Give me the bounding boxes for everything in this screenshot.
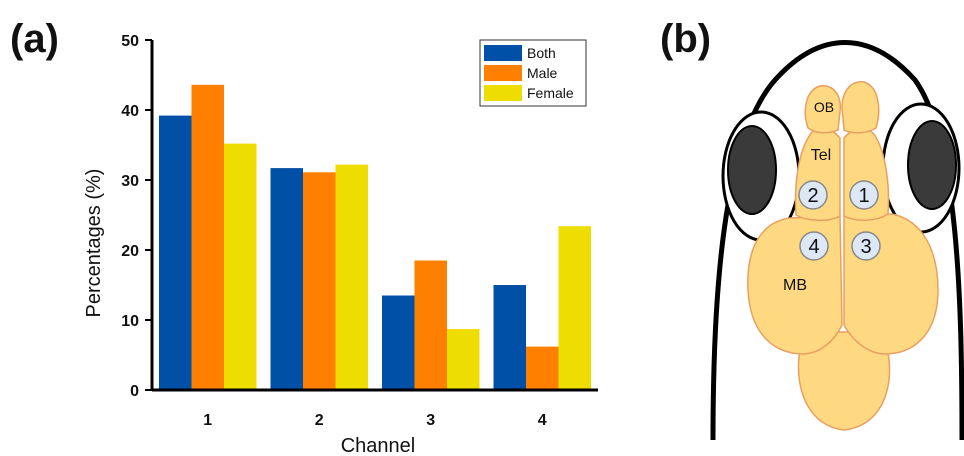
bar-both-channel-2 (270, 168, 303, 390)
bar-both-channel-1 (159, 115, 192, 390)
svg-text:2: 2 (807, 185, 818, 207)
channel-marker-3: 3 (851, 231, 881, 261)
bar-male-channel-4 (526, 346, 559, 390)
region-label-tel: Tel (811, 147, 831, 164)
legend-swatch-female (484, 85, 522, 101)
legend-swatch-both (484, 45, 522, 61)
y-tick-label: 0 (130, 383, 139, 400)
channel-marker-2: 2 (798, 180, 828, 210)
y-tick-label: 10 (121, 313, 139, 330)
svg-text:3: 3 (860, 236, 871, 258)
bar-chart: 0 10 20 30 40 50 1 2 3 4 Channel Percentages (%)… (83, 33, 598, 456)
region-label-ob: OB (814, 99, 834, 115)
panel-b-label: (b) (660, 17, 711, 61)
bar-male-channel-3 (414, 260, 447, 390)
bar-female-channel-2 (335, 164, 368, 390)
y-tick-label: 30 (121, 173, 139, 190)
x-axis-label: Channel (341, 435, 416, 456)
hindbrain-lobe (797, 331, 891, 431)
y-tick-label: 50 (121, 33, 139, 50)
x-tick-label: 4 (538, 412, 547, 429)
legend-swatch-male (484, 65, 522, 81)
panel-a-label: (a) (10, 17, 59, 61)
channel-marker-1: 1 (849, 180, 879, 210)
bar-male-channel-1 (191, 84, 224, 391)
channel-marker-4: 4 (799, 231, 829, 261)
legend-label-both: Both (527, 45, 556, 61)
region-label-mb: MB (783, 277, 807, 294)
olfactory-bulb-left (804, 85, 842, 134)
bars-group (159, 84, 591, 391)
head-outline (710, 40, 964, 441)
bar-both-channel-3 (382, 295, 415, 390)
y-axis-label: Percentages (%) (83, 169, 105, 318)
x-ticks-group: 1 2 3 4 (203, 412, 547, 429)
bar-female-channel-4 (558, 226, 591, 390)
right-eye (881, 102, 961, 234)
bar-both-channel-4 (493, 285, 526, 390)
left-eye-pupil (727, 125, 777, 215)
legend: Both Male Female (479, 39, 587, 107)
bar-female-channel-1 (224, 143, 257, 390)
x-tick-label: 1 (203, 412, 212, 429)
x-tick-label: 2 (315, 412, 324, 429)
legend-label-female: Female (527, 85, 574, 101)
olfactory-bulb-right (841, 81, 880, 134)
y-ticks-group: 0 10 20 30 40 50 (121, 33, 152, 400)
left-eye (721, 110, 801, 242)
svg-text:1: 1 (858, 185, 869, 207)
legend-label-male: Male (527, 65, 558, 81)
y-tick-label: 20 (121, 243, 139, 260)
bar-female-channel-3 (447, 329, 480, 390)
bar-male-channel-2 (303, 172, 336, 390)
right-eye-pupil (907, 120, 957, 210)
svg-text:4: 4 (808, 236, 819, 258)
y-tick-label: 40 (121, 103, 139, 120)
brain-diagram: OB Tel MB 2 1 4 3 (710, 40, 964, 441)
x-tick-label: 3 (426, 412, 435, 429)
